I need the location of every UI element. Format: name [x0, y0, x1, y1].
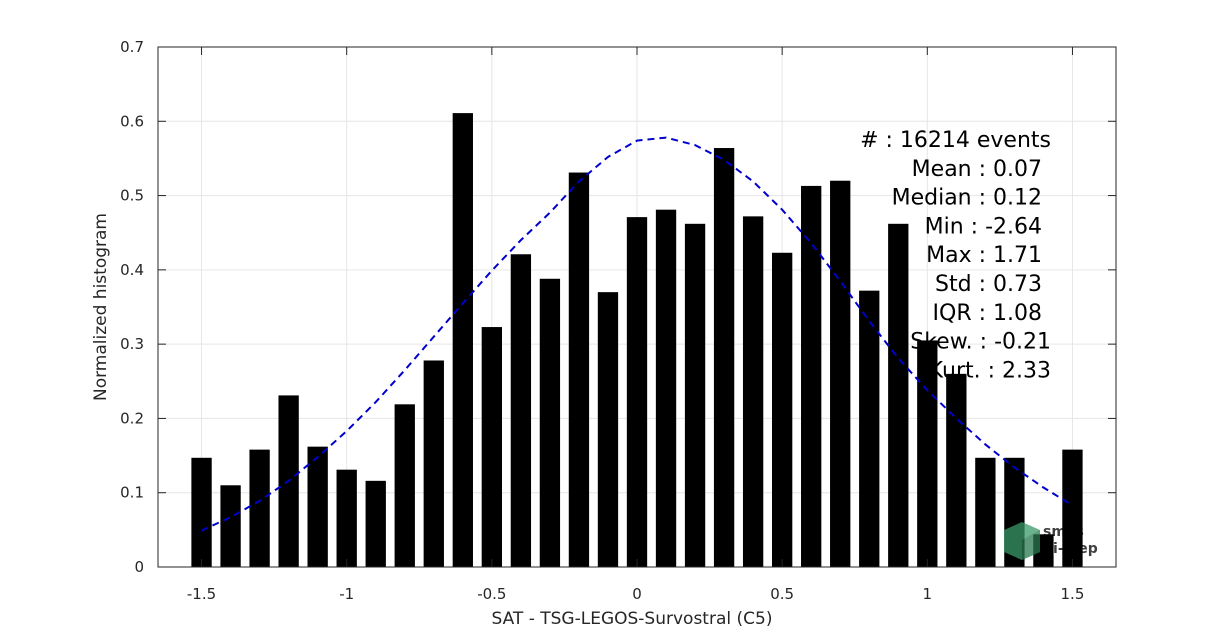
histogram-bar: [626, 217, 648, 567]
logo-cube-face-icon: [1022, 530, 1040, 560]
histogram-bar: [394, 404, 415, 567]
histogram-bar: [713, 148, 735, 567]
x-tick-label: 1.5: [1061, 585, 1085, 603]
stat-line: IQR : 1.08: [933, 301, 1042, 326]
histogram-bar: [336, 469, 357, 567]
logo-text-line1: smos: [1043, 524, 1084, 540]
x-tick-label: -1.5: [187, 585, 216, 603]
stat-line: # : 16214 events: [860, 128, 1051, 153]
smos-pi-mep-logo: smos pi-mep: [1004, 522, 1098, 560]
stats-annotation: # : 16214 events Mean : 0.07 Median : 0.12…: [860, 128, 1051, 383]
x-tick-label: -1: [339, 585, 354, 603]
histogram-bar: [568, 172, 590, 568]
x-tick-label: 1: [923, 585, 933, 603]
fit-curve: [201, 136, 1073, 532]
stat-line: Max : 1.71: [926, 243, 1042, 268]
histogram-bar: [917, 340, 938, 567]
histogram-bar: [975, 457, 996, 567]
y-axis-label: Normalized histogram: [91, 213, 111, 401]
x-tick-label: -0.5: [477, 585, 506, 603]
histogram-bar: [597, 292, 619, 567]
y-tick-label: 0.7: [120, 38, 144, 56]
histogram-bar: [365, 480, 386, 567]
stat-line: Mean : 0.07: [912, 157, 1042, 182]
histogram-bar: [307, 446, 328, 567]
histogram-bar: [859, 290, 880, 567]
histogram-bar: [888, 223, 909, 568]
axes: [157, 46, 1117, 568]
histogram-bar: [191, 457, 212, 567]
x-axis-label: SAT - TSG-LEGOS-Survostral (C5): [492, 609, 773, 629]
y-tick-label: 0.2: [120, 409, 144, 427]
histogram-bar: [220, 485, 241, 567]
stat-line: Std : 0.73: [935, 272, 1042, 297]
histogram-bar: [452, 113, 473, 567]
histogram-bar: [423, 360, 444, 567]
y-tick-label: 0.3: [120, 335, 144, 353]
histogram-bar: [742, 216, 764, 567]
histogram-bar: [1062, 449, 1083, 567]
histogram-bar: [946, 373, 967, 567]
stat-line: Kurt. : 2.33: [929, 358, 1051, 383]
histogram-bar: [684, 223, 706, 568]
histogram-bar: [539, 278, 561, 567]
stat-line: Min : -2.64: [925, 214, 1042, 239]
histogram-bar: [510, 254, 532, 567]
histogram-bar: [830, 180, 851, 567]
bars: [191, 113, 1083, 568]
stat-line: Skew. : -0.21: [910, 330, 1051, 355]
histogram-bar: [801, 185, 822, 567]
stat-line: Median : 0.12: [892, 186, 1042, 211]
y-tick-label: 0.4: [120, 261, 144, 279]
histogram-bar: [655, 209, 677, 567]
x-tick-label: 0.5: [770, 585, 794, 603]
y-tick-labels: 0 0.1 0.2 0.3 0.4 0.5 0.6 0.7: [120, 38, 144, 576]
y-tick-label: 0.5: [120, 187, 144, 205]
histogram-bar: [249, 449, 270, 567]
y-tick-label: 0: [134, 558, 144, 576]
y-tick-label: 0.1: [120, 484, 144, 502]
histogram-bar: [481, 327, 503, 567]
y-tick-label: 0.6: [120, 112, 144, 130]
histogram-bar: [771, 252, 793, 567]
x-tick-labels: -1.5 -1 -0.5 0 0.5 1 1.5: [187, 585, 1084, 603]
logo-text-line2: pi-mep: [1043, 541, 1098, 557]
x-tick-label: 0: [632, 585, 642, 603]
